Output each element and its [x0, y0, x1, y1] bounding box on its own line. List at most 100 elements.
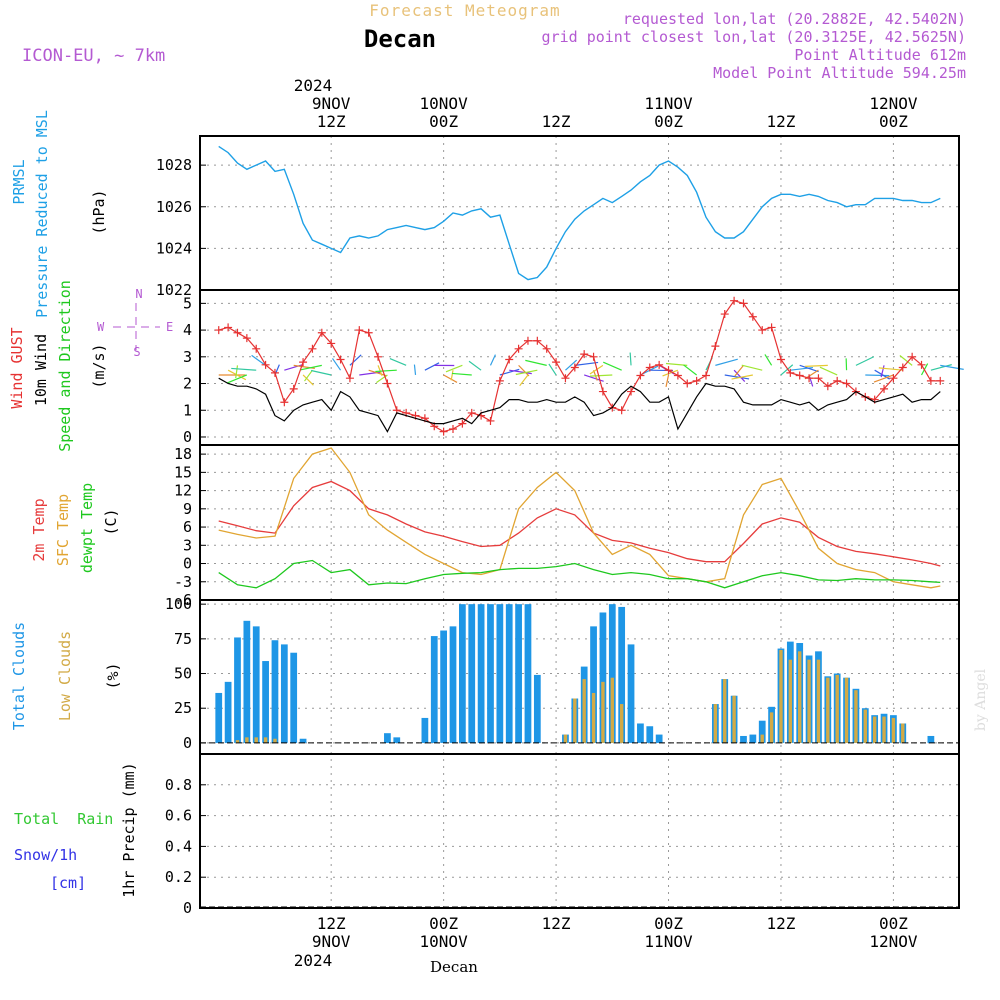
- wind-direction-arrow: [733, 369, 746, 383]
- wind-direction-arrow: [525, 359, 547, 366]
- gust-point: [786, 368, 795, 377]
- gust-point: [926, 376, 935, 385]
- wind-direction-arrow: [565, 359, 578, 371]
- y-tick-label: 1: [183, 401, 192, 419]
- gust-point: [486, 416, 495, 425]
- total-cloud-bar: [590, 626, 597, 743]
- top-time-hour: 00Z: [429, 112, 458, 131]
- wind-direction-arrow: [819, 366, 838, 376]
- wind-direction-arrow: [683, 364, 697, 376]
- bottom-year: 2024: [294, 951, 333, 970]
- y-tick-label: -3: [174, 573, 192, 591]
- wind-direction-arrow: [805, 364, 828, 367]
- compass-west: W: [97, 320, 105, 334]
- y-tick-label: 9: [183, 500, 192, 518]
- wind-direction-arrow: [302, 374, 314, 386]
- low-cloud-bar: [844, 677, 849, 743]
- wind-direction-arrow: [304, 369, 313, 382]
- wind-direction-arrow: [509, 369, 532, 375]
- gust-point: [842, 379, 851, 388]
- low-cloud-bar: [854, 690, 858, 743]
- gust-point: [467, 408, 476, 417]
- y-tick-label: 100: [165, 595, 192, 613]
- prmsl-labels: PRMSL Pressure Reduced to MSL (hPa): [10, 110, 108, 318]
- bottom-time-date: 9NOV: [312, 932, 351, 951]
- gust-point: [355, 326, 364, 335]
- prmsl-desc-label: Pressure Reduced to MSL: [33, 110, 51, 318]
- bottom-time-hour: 12Z: [317, 914, 346, 933]
- y-tick-label: 0.4: [165, 837, 192, 855]
- low-cloud-bar: [245, 737, 249, 743]
- y-tick-label: 0: [183, 555, 192, 573]
- wind-direction-arrow: [724, 374, 750, 380]
- low-cloud-bar: [582, 679, 586, 743]
- top-time-hour: 00Z: [879, 112, 908, 131]
- gust-point: [748, 312, 757, 321]
- total-cloud-bar: [449, 626, 457, 743]
- wind-direction-arrow: [764, 354, 773, 366]
- wind-direction-arrow: [855, 356, 875, 366]
- gust-point: [880, 384, 889, 393]
- bottom-time-date: 11NOV: [644, 932, 693, 951]
- wind10-label: 10m Wind: [32, 334, 50, 406]
- wind-direction-arrow: [873, 374, 894, 383]
- low-cloud-bar: [891, 717, 896, 743]
- low-cloud-bar: [901, 723, 905, 743]
- low-cloud-bar: [779, 649, 783, 743]
- precip-unit-label: 1hr Precip (mm): [120, 762, 138, 897]
- wind-direction-arrow: [865, 374, 890, 377]
- y-tick-label: 3: [183, 536, 192, 554]
- total-cloud-bar: [393, 737, 401, 743]
- grid-point-coords: grid point closest lon,lat (20.3125E, 42…: [542, 28, 966, 46]
- low-clouds-label: Low Clouds: [56, 631, 74, 721]
- gust-point: [758, 326, 767, 335]
- bottom-time-hour: 12Z: [767, 914, 796, 933]
- gust-point: [561, 374, 570, 383]
- total-cloud-bar: [477, 604, 485, 743]
- wind-direction-arrow: [443, 374, 458, 383]
- gust-point: [345, 374, 354, 383]
- total-cloud-bar: [224, 681, 232, 743]
- total-cloud-bar: [468, 604, 476, 743]
- y-tick-label: 15: [174, 463, 192, 481]
- y-tick-label: 0.8: [165, 776, 192, 794]
- gust-point: [636, 371, 645, 380]
- bottom-time-hour: 00Z: [879, 914, 908, 933]
- low-cloud-bar: [760, 734, 764, 743]
- gust-point: [795, 371, 804, 380]
- top-time-date: 11NOV: [644, 94, 693, 113]
- total-cloud-bar: [458, 604, 466, 743]
- low-cloud-bar: [807, 659, 811, 743]
- total-cloud-bar: [440, 630, 448, 743]
- gust-point: [533, 336, 542, 345]
- gust-point: [936, 376, 945, 385]
- low-cloud-bar: [263, 737, 268, 743]
- total-cloud-bar: [505, 604, 513, 743]
- y-tick-label: 5: [183, 294, 192, 312]
- wind-direction-arrow: [880, 365, 885, 378]
- compass-south: S: [133, 345, 140, 359]
- low-cloud-bar: [872, 716, 877, 743]
- total-cloud-bar: [524, 604, 532, 743]
- top-time-date: 12NOV: [869, 94, 918, 113]
- gust-point: [589, 352, 598, 361]
- gust-point: [805, 374, 814, 383]
- wind-direction-arrow: [899, 355, 913, 366]
- gust-point: [270, 368, 279, 377]
- total-cloud-bar: [749, 734, 757, 743]
- gust-point: [598, 387, 607, 396]
- total-cloud-bar: [515, 604, 522, 743]
- panel-frame-2: [199, 444, 960, 601]
- gust-point: [495, 376, 504, 385]
- wind-labels: Wind GUST 10m Wind Speed and Direction (…: [8, 280, 173, 452]
- y-tick-label: 3: [183, 348, 192, 366]
- total-cloud-bar: [627, 644, 635, 743]
- gust-point: [917, 360, 926, 369]
- gust-point: [664, 366, 673, 375]
- gust-point: [673, 371, 682, 380]
- top-time-hour: 00Z: [654, 112, 683, 131]
- total-clouds-label: Total Clouds: [10, 622, 28, 730]
- wind-speed-dir-label: Speed and Direction: [56, 280, 74, 452]
- wind-direction-arrow: [808, 374, 814, 387]
- gust-point: [336, 355, 345, 364]
